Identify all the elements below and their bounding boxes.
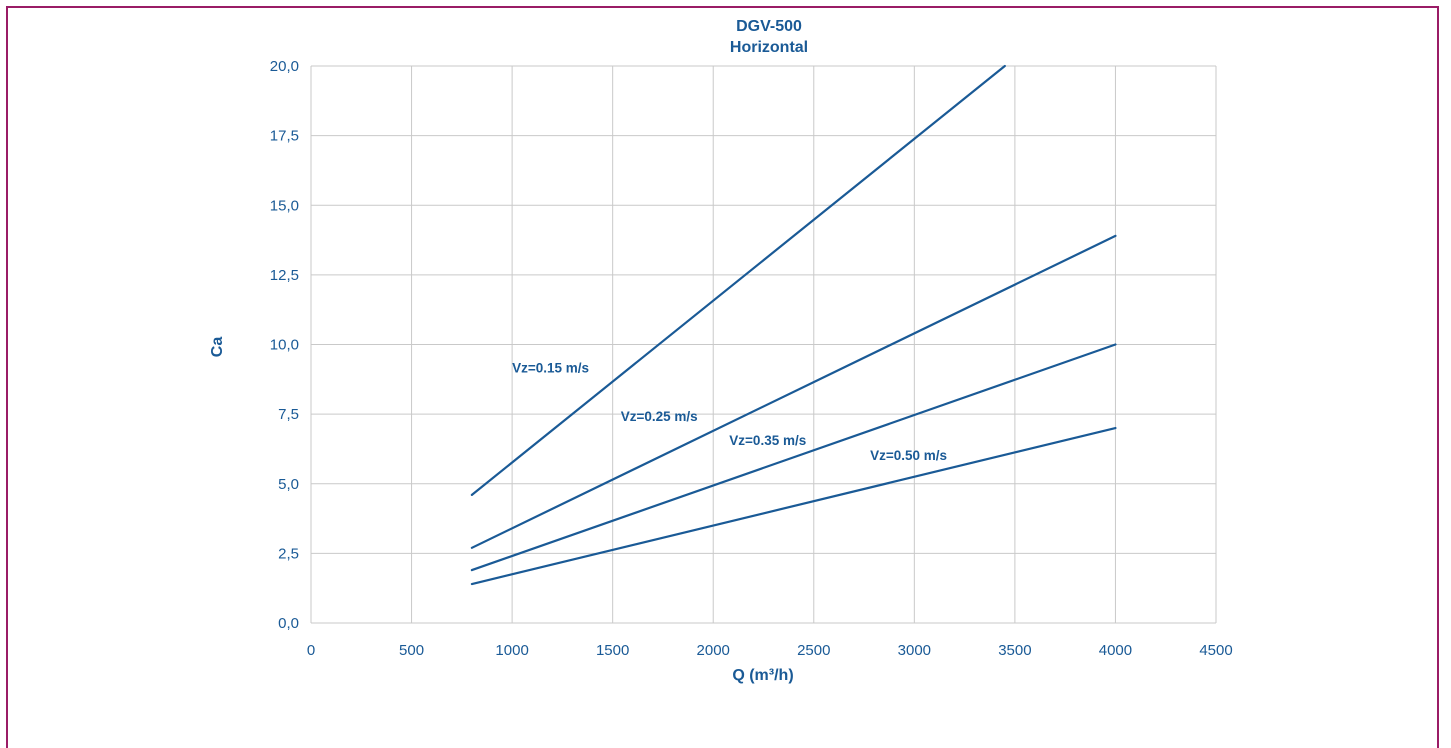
series-line-4 bbox=[470, 426, 1117, 586]
series-line-2 bbox=[470, 234, 1117, 549]
y-axis-label: Ca bbox=[209, 337, 226, 358]
y-tick-label: 2,5 bbox=[278, 545, 299, 562]
x-axis-label: Q (m³/h) bbox=[732, 667, 793, 684]
chart-frame bbox=[6, 6, 1439, 748]
series-label-4: Vz=0.50 m/s bbox=[870, 448, 947, 463]
grid-lines bbox=[310, 65, 1217, 624]
y-tick-label: 17,5 bbox=[270, 128, 299, 145]
x-tick-label: 2000 bbox=[697, 642, 730, 659]
x-tick-labels: 0 500 1000 1500 2000 2500 3000 3500 4000 4500 bbox=[307, 642, 1233, 659]
x-tick-label: 4000 bbox=[1099, 642, 1132, 659]
x-tick-label: 1000 bbox=[495, 642, 528, 659]
series-line-1 bbox=[470, 64, 1006, 496]
series-label-2: Vz=0.25 m/s bbox=[621, 409, 698, 424]
chart-subtitle: Horizontal bbox=[730, 39, 808, 56]
series-label-1: Vz=0.15 m/s bbox=[512, 360, 589, 375]
x-tick-label: 4500 bbox=[1199, 642, 1232, 659]
y-tick-label: 20,0 bbox=[270, 58, 299, 75]
y-tick-label: 12,5 bbox=[270, 267, 299, 284]
x-tick-label: 1500 bbox=[596, 642, 629, 659]
y-tick-label: 10,0 bbox=[270, 337, 299, 354]
series-line-3 bbox=[470, 343, 1117, 572]
y-tick-label: 0,0 bbox=[278, 615, 299, 632]
series-label-3: Vz=0.35 m/s bbox=[729, 433, 806, 448]
series-lines bbox=[470, 64, 1117, 586]
y-tick-label: 15,0 bbox=[270, 197, 299, 214]
chart-title: DGV-500 bbox=[736, 18, 802, 35]
y-tick-label: 5,0 bbox=[278, 476, 299, 493]
x-tick-label: 2500 bbox=[797, 642, 830, 659]
y-tick-label: 7,5 bbox=[278, 406, 299, 423]
x-tick-label: 3000 bbox=[898, 642, 931, 659]
y-tick-labels: 0,0 2,5 5,0 7,5 10,0 12,5 15,0 17,5 20,0 bbox=[270, 58, 299, 632]
x-tick-label: 0 bbox=[307, 642, 315, 659]
series-labels: Vz=0.15 m/s Vz=0.25 m/s Vz=0.35 m/s Vz=0.50… bbox=[512, 360, 947, 463]
x-tick-label: 3500 bbox=[998, 642, 1031, 659]
x-tick-label: 500 bbox=[399, 642, 424, 659]
